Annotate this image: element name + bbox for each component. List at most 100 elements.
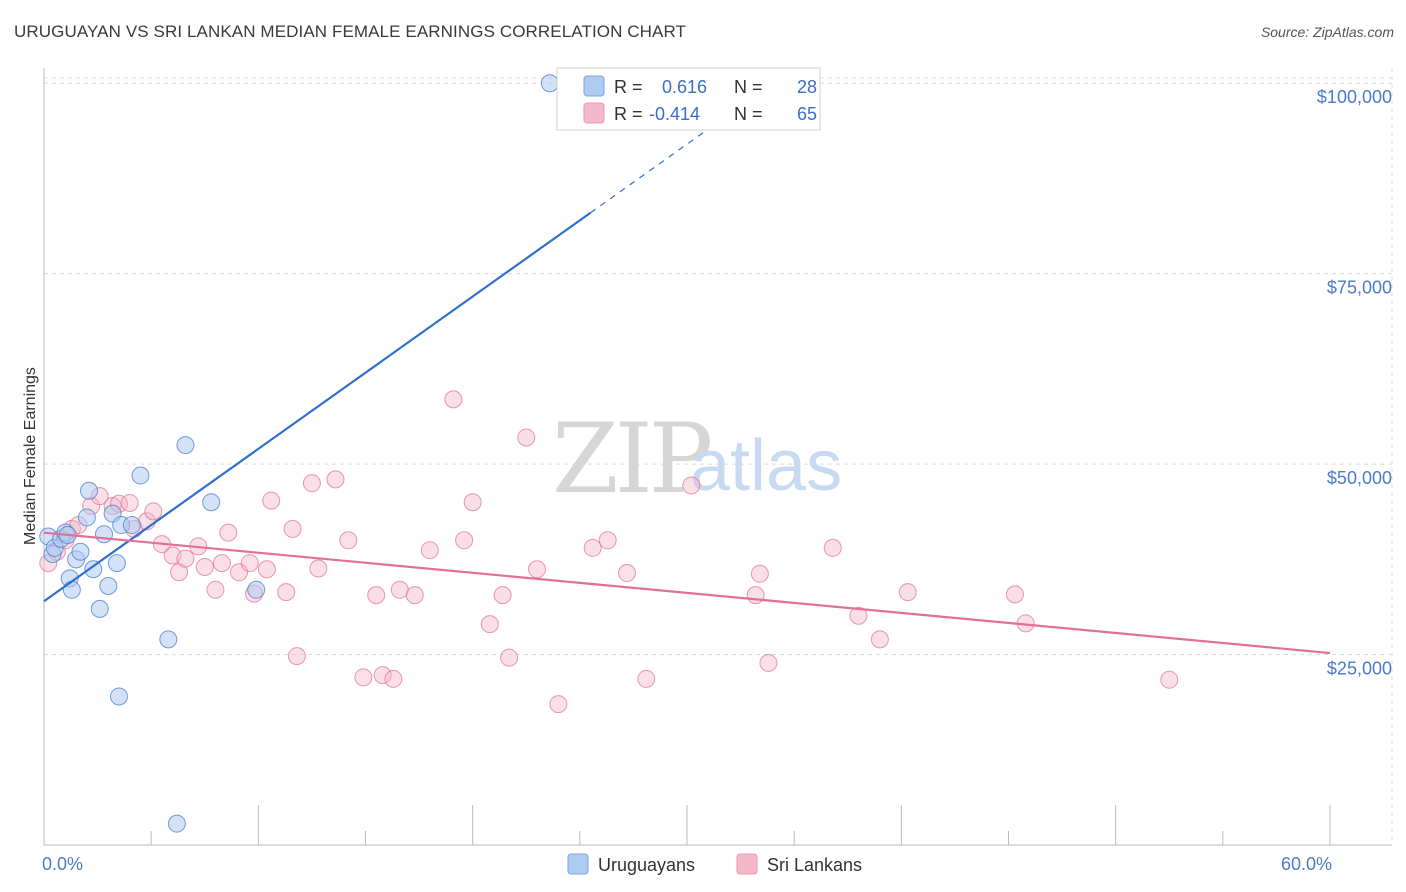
sri-lankans-point xyxy=(455,531,474,550)
sri-lankans-point xyxy=(870,630,889,649)
uruguayans-point xyxy=(77,508,96,527)
x-tick-labels: 0.0% 60.0% xyxy=(42,854,1332,874)
uruguayans-point xyxy=(247,580,266,599)
sri-lankans-point xyxy=(212,554,231,573)
uruguayans-point xyxy=(122,516,141,535)
sri-lankans-trend-line xyxy=(43,531,1331,655)
sri-lankans-point xyxy=(287,647,306,666)
sri-lankans-point xyxy=(283,519,302,538)
uruguayans-point xyxy=(84,560,103,579)
uruguayans-point xyxy=(131,466,150,485)
sri-lankans-point xyxy=(463,493,482,512)
legend-n-label-1: N = xyxy=(734,77,763,97)
sri-lankans-point xyxy=(682,476,701,495)
watermark-zip: ZIP xyxy=(552,403,711,515)
sri-lankans-point xyxy=(326,470,345,489)
sri-lankans-point xyxy=(240,554,259,573)
uruguayans-point xyxy=(99,577,118,595)
sri-lankans-point xyxy=(493,586,512,605)
series-sri-lankans-points xyxy=(39,390,1179,714)
sri-lankans-point xyxy=(262,491,281,510)
bottom-legend-label-uruguayans: Uruguayans xyxy=(598,855,695,875)
sri-lankans-point xyxy=(405,586,424,605)
uruguayans-point xyxy=(110,687,129,706)
legend-n-value-2: 65 xyxy=(797,104,817,124)
sri-lankans-point xyxy=(750,564,769,583)
bottom-legend-swatch-sri-lankans xyxy=(736,853,758,875)
chart-title: URUGUAYAN VS SRI LANKAN MEDIAN FEMALE EA… xyxy=(14,22,687,41)
y-tick-label: $25,000 xyxy=(1327,659,1392,679)
sri-lankans-point xyxy=(420,541,439,560)
sri-lankans-point xyxy=(849,606,868,625)
sri-lankans-point xyxy=(144,502,163,521)
sri-lankans-point xyxy=(637,669,656,688)
legend-r-label-2: R = xyxy=(614,104,643,124)
sri-lankans-point xyxy=(759,653,778,672)
legend-swatch-sri-lankans xyxy=(583,102,605,124)
uruguayans-trend-line xyxy=(43,211,592,603)
uruguayans-point xyxy=(202,493,221,512)
sri-lankans-point xyxy=(583,538,602,557)
sri-lankans-point xyxy=(898,583,917,602)
sri-lankans-point xyxy=(500,648,519,667)
legend-n-value-1: 28 xyxy=(797,77,817,97)
sri-lankans-point xyxy=(527,560,546,579)
source-label: Source: ZipAtlas.com xyxy=(1260,24,1394,40)
sri-lankans-point xyxy=(339,531,358,550)
sri-lankans-point xyxy=(598,531,617,550)
watermark: ZIP atlas xyxy=(552,403,842,515)
sri-lankans-point xyxy=(176,549,195,568)
sri-lankans-point xyxy=(219,523,238,542)
sri-lankans-point xyxy=(517,428,536,447)
sri-lankans-point xyxy=(444,390,463,409)
legend-r-label-1: R = xyxy=(614,77,643,97)
x-tick-label: 60.0% xyxy=(1281,854,1332,874)
sri-lankans-point xyxy=(309,559,328,578)
x-tick-label: 0.0% xyxy=(42,854,83,874)
sri-lankans-point xyxy=(823,538,842,557)
y-tick-label: $100,000 xyxy=(1317,87,1392,107)
bottom-legend-swatch-uruguayans xyxy=(567,853,589,875)
trend-lines xyxy=(43,105,1331,655)
legend-swatch-uruguayans xyxy=(583,75,605,97)
sri-lankans-point xyxy=(373,666,392,685)
sri-lankans-point xyxy=(120,493,139,512)
uruguayans-point xyxy=(80,481,99,500)
uruguayans-point xyxy=(159,630,178,649)
stats-legend: R = 0.616 N = 28 R = -0.414 N = 65 xyxy=(556,67,821,131)
uruguayans-point xyxy=(176,436,195,455)
sri-lankans-point xyxy=(367,586,386,605)
uruguayans-point xyxy=(107,554,126,573)
sri-lankans-point xyxy=(746,586,765,605)
sri-lankans-point xyxy=(480,615,499,634)
uruguayans-point xyxy=(71,542,90,561)
sri-lankans-point xyxy=(549,695,568,714)
legend-r-value-1: 0.616 xyxy=(662,77,707,97)
y-axis-title: Median Female Earnings xyxy=(22,367,39,545)
sri-lankans-point xyxy=(1005,585,1024,604)
y-tick-label: $50,000 xyxy=(1327,468,1392,488)
sri-lankans-point xyxy=(302,474,321,493)
series-uruguayans-points xyxy=(39,74,559,833)
sri-lankans-point xyxy=(277,583,296,602)
watermark-atlas: atlas xyxy=(690,426,842,506)
legend-r-value-2: -0.414 xyxy=(649,104,700,124)
uruguayans-point xyxy=(90,599,109,618)
uruguayans-point xyxy=(95,525,114,544)
gridlines xyxy=(44,68,1393,845)
axes xyxy=(43,68,1392,846)
uruguayans-point xyxy=(540,74,559,93)
sri-lankans-point xyxy=(257,560,276,579)
sri-lankans-point xyxy=(384,669,403,688)
sri-lankans-point xyxy=(206,580,225,599)
sri-lankans-point xyxy=(617,564,636,583)
y-tick-label: $75,000 xyxy=(1327,278,1392,298)
legend-n-label-2: N = xyxy=(734,104,763,124)
sri-lankans-point xyxy=(354,668,373,687)
uruguayans-point xyxy=(62,580,81,599)
y-tick-labels: $25,000 $50,000 $75,000 $100,000 xyxy=(1317,87,1392,678)
uruguayans-point xyxy=(167,814,186,833)
sri-lankans-point xyxy=(1160,670,1179,689)
sri-lankans-point xyxy=(390,580,409,599)
